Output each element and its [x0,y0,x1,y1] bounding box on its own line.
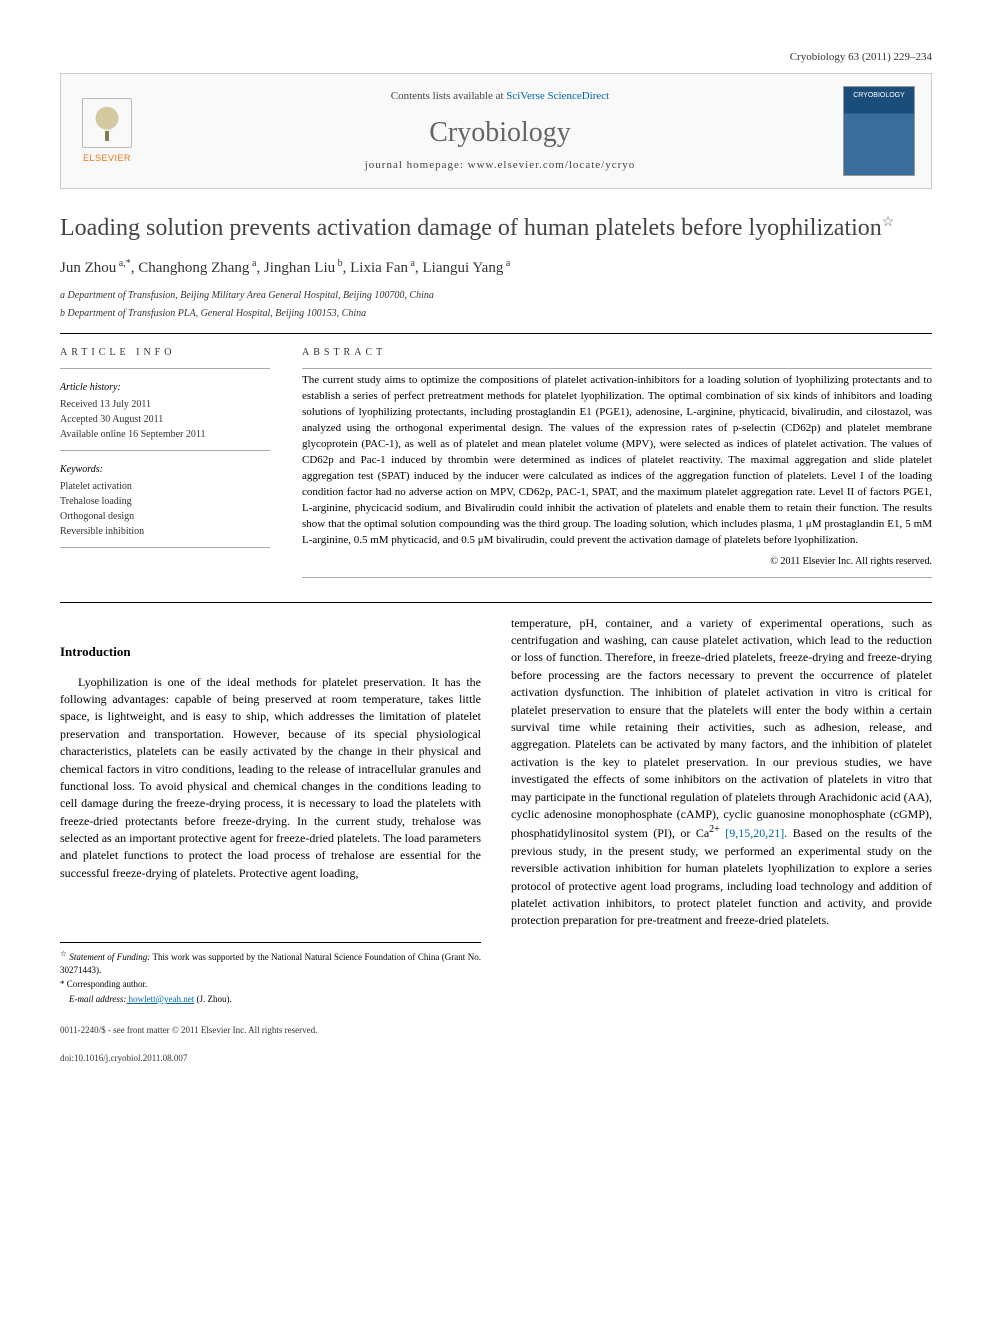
history-label: Article history: [60,381,270,395]
elsevier-tree-icon [82,98,132,148]
abstract-heading: ABSTRACT [302,346,932,360]
keyword-1: Platelet activation [60,479,270,494]
email-label: E-mail address: [69,994,126,1004]
title-star-icon: ☆ [882,215,895,230]
homepage-line: journal homepage: www.elsevier.com/locat… [157,158,843,173]
corresponding-text: Corresponding author. [65,979,148,989]
keywords-label: Keywords: [60,463,270,477]
contents-line: Contents lists available at SciVerse Sci… [157,89,843,104]
body-col-left: Introduction Lyophilization is one of th… [60,615,481,1008]
info-divider-1 [60,368,270,369]
homepage-url: www.elsevier.com/locate/ycryo [468,159,636,171]
body-col-right: temperature, pH, container, and a variet… [511,615,932,1008]
email-footnote: E-mail address: howlett@yeah.net (J. Zho… [60,993,481,1006]
scidirect-link[interactable]: SciVerse ScienceDirect [506,90,609,102]
affiliation-a: a Department of Transfusion, Beijing Mil… [60,289,932,303]
journal-name: Cryobiology [157,113,843,152]
homepage-prefix: journal homepage: [365,159,468,171]
keyword-2: Trehalose loading [60,494,270,509]
col2-part1: temperature, pH, container, and a variet… [511,616,932,841]
divider-mid [60,602,932,603]
history-received: Received 13 July 2011 [60,397,270,412]
abstract-copyright: © 2011 Elsevier Inc. All rights reserved… [302,555,932,569]
divider-top [60,333,932,334]
abstract-bottom-divider [302,577,932,578]
article-title: Loading solution prevents activation dam… [60,213,932,243]
title-text: Loading solution prevents activation dam… [60,215,882,241]
footnotes-block: ☆ Statement of Funding: This work was su… [60,942,481,1005]
abstract-col: ABSTRACT The current study aims to optim… [302,346,932,581]
article-info-heading: ARTICLE INFO [60,346,270,360]
abstract-divider [302,368,932,369]
email-author-name: (J. Zhou). [194,994,232,1004]
history-online: Available online 16 September 2011 [60,427,270,442]
ca2plus-sup: 2+ [709,824,720,835]
info-abstract-row: ARTICLE INFO Article history: Received 1… [60,346,932,581]
ref-links[interactable]: [9,15,20,21] [725,826,784,840]
history-accepted: Accepted 30 August 2011 [60,412,270,427]
introduction-heading: Introduction [60,643,481,662]
col2-part2: . Based on the results of the previous s… [511,826,932,927]
info-divider-2 [60,450,270,451]
keyword-4: Reversible inhibition [60,524,270,539]
doi-line: doi:10.1016/j.cryobiol.2011.08.007 [60,1052,932,1065]
journal-cover-thumb [843,86,915,176]
article-info-col: ARTICLE INFO Article history: Received 1… [60,346,270,581]
citation-bar: Cryobiology 63 (2011) 229–234 [60,50,932,65]
authors-line: Jun Zhou a,*, Changhong Zhang a, Jinghan… [60,257,932,279]
publisher-logo: ELSEVIER [77,96,137,166]
journal-header: ELSEVIER Contents lists available at Sci… [60,73,932,189]
corresponding-footnote: * Corresponding author. [60,978,481,991]
publisher-name: ELSEVIER [83,152,131,165]
issn-line: 0011-2240/$ - see front matter © 2011 El… [60,1024,932,1037]
info-divider-3 [60,547,270,548]
funding-footnote: ☆ Statement of Funding: This work was su… [60,949,481,976]
contents-prefix: Contents lists available at [391,90,506,102]
keyword-3: Orthogonal design [60,509,270,524]
body-columns: Introduction Lyophilization is one of th… [60,615,932,1008]
funding-star-icon: ☆ [60,949,67,958]
intro-paragraph-1: Lyophilization is one of the ideal metho… [60,674,481,883]
intro-paragraph-2: temperature, pH, container, and a variet… [511,615,932,930]
abstract-text: The current study aims to optimize the c… [302,373,932,548]
email-link[interactable]: howlett@yeah.net [126,994,194,1004]
funding-label: Statement of Funding: [69,952,150,962]
affiliation-b: b Department of Transfusion PLA, General… [60,307,932,321]
journal-header-center: Contents lists available at SciVerse Sci… [157,89,843,173]
